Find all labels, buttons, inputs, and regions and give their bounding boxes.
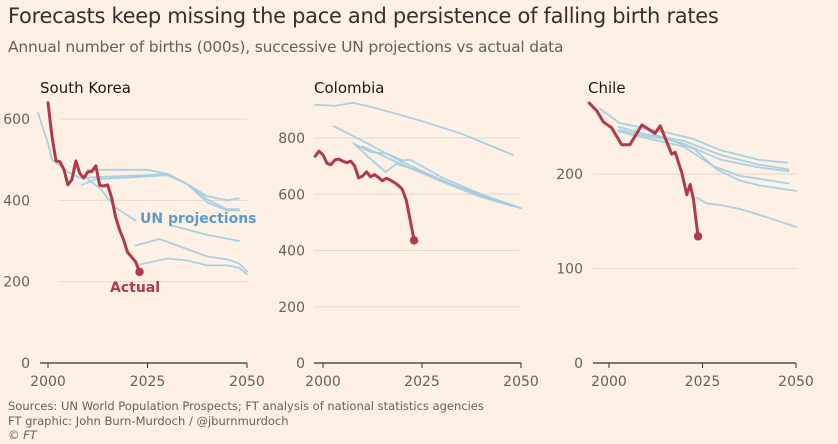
y-tick-label: 100 [556,262,583,278]
actual-line [587,101,700,238]
projection-line [617,125,790,171]
panel-title: Chile [588,79,626,97]
y-tick-label: 400 [278,244,305,260]
y-tick-label: 800 [278,131,305,147]
panel-title: South Korea [40,79,131,97]
footer-credit: FT graphic: John Burn-Murdoch / @jburnmu… [8,414,289,428]
projection-line [361,145,514,208]
footer-sources: Sources: UN World Population Prospects; … [8,399,484,413]
actual-line [313,149,416,242]
projection-line [656,134,797,192]
panel-title: Colombia [314,79,385,97]
y-tick-label: 0 [574,356,583,372]
panel-chile: Chile 0 100 200 2000 2025 2050 [556,79,814,390]
x-tick-label: 2025 [130,374,166,390]
projection-line [599,107,788,164]
chart-subtitle: Annual number of births (000s), successi… [8,38,564,56]
x-tick-label: 2000 [591,374,627,390]
projection-line [170,224,240,242]
actual-latest-point [135,267,144,277]
x-tick-label: 2050 [503,374,539,390]
projection-line [86,178,137,222]
projection-line [86,168,240,211]
projection-line [37,112,240,202]
projection-line [353,143,522,210]
x-tick-label: 2050 [778,374,814,390]
x-tick-label: 2025 [685,374,721,390]
y-tick-label: 600 [3,112,30,128]
y-tick-label: 200 [278,300,305,316]
projection-line [134,238,248,273]
y-tick-label: 0 [296,356,305,372]
projection-line [80,174,240,212]
x-tick-label: 2000 [305,374,341,390]
projection-line [617,128,790,173]
y-tick-label: 400 [3,193,30,209]
y-tick-label: 200 [556,167,583,183]
projection-line [138,257,248,276]
panel-colombia: Colombia 0 200 400 600 800 2000 2025 2050 [278,79,539,390]
un-projections-label: UN projections [140,211,257,227]
projection-line [314,101,514,156]
x-tick-label: 2000 [30,374,66,390]
x-tick-label: 2025 [404,374,440,390]
actual-latest-point [693,232,703,241]
projection-line [332,125,522,210]
panel-south-korea: South Korea 0 200 400 600 2000 2025 2050 UN proj… [3,79,265,390]
y-tick-label: 600 [278,187,305,203]
projection-line [696,196,797,228]
x-tick-label: 2050 [229,374,265,390]
actual-label: Actual [110,280,160,296]
chart-title: Forecasts keep missing the pace and pers… [8,4,719,28]
footer-copyright: © FT [8,428,37,442]
y-tick-label: 0 [21,356,30,372]
actual-latest-point [409,236,419,245]
y-tick-label: 200 [3,275,30,291]
actual-line [46,101,141,274]
